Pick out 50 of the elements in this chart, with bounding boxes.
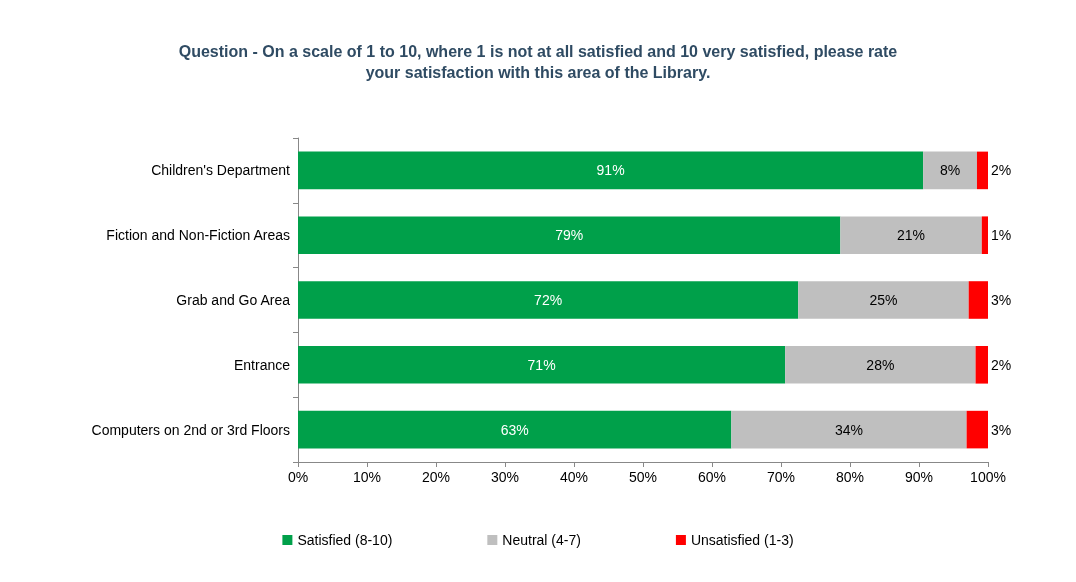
x-tick-label: 50%	[628, 469, 658, 485]
y-tick-label: Grab and Go Area	[176, 292, 291, 308]
data-label: 34%	[834, 421, 863, 438]
x-tick-label: 100%	[970, 469, 1006, 485]
bar	[981, 216, 988, 254]
x-tick-label: 20%	[421, 469, 451, 485]
bar	[298, 281, 799, 319]
data-label: 91%	[596, 162, 625, 179]
y-tick-label: Computers on 2nd or 3rd Floors	[91, 421, 290, 438]
y-tick-label: Children's Department	[151, 162, 291, 179]
x-tick-label: 0%	[287, 469, 309, 485]
bar	[731, 410, 967, 449]
x-tick-label: 70%	[766, 469, 796, 485]
data-label: 1%	[991, 227, 1012, 244]
bar	[975, 346, 988, 384]
x-tick-label: 30%	[490, 469, 520, 485]
bar	[966, 410, 988, 449]
data-label: 2%	[991, 162, 1012, 179]
legend-label: Satisfied (8-10)	[297, 532, 393, 548]
data-label: 72%	[534, 292, 563, 308]
legend-label: Unsatisfied (1-3)	[690, 532, 794, 548]
data-label: 3%	[991, 421, 1012, 438]
y-tick-label: Entrance	[233, 356, 291, 373]
x-tick-label: 40%	[559, 469, 589, 485]
bar	[968, 281, 988, 319]
bar	[785, 346, 976, 384]
data-label: 8%	[939, 162, 961, 179]
x-tick-label: 60%	[697, 469, 727, 485]
x-tick-label: 10%	[352, 469, 382, 485]
data-label: 71%	[527, 356, 556, 373]
data-label: 28%	[866, 356, 895, 373]
data-label: 2%	[991, 356, 1012, 373]
bar	[976, 151, 988, 190]
data-label: 21%	[897, 227, 926, 244]
x-tick-label: 90%	[904, 469, 934, 485]
chart-title: Question - On a scale of 1 to 10, where 1 is not at all satisfied and 10 very satisfied, please rate your satisfaction with this area of the Library.	[178, 43, 898, 81]
bar	[298, 410, 732, 449]
bar	[298, 216, 841, 254]
bar	[923, 151, 977, 190]
data-label: 3%	[991, 292, 1012, 308]
legend-label: Neutral (4-7)	[502, 532, 581, 548]
bar	[840, 216, 982, 254]
bar	[298, 151, 924, 190]
data-label: 79%	[555, 227, 584, 244]
data-label: 63%	[500, 421, 529, 438]
bar	[798, 281, 969, 319]
data-label: 25%	[869, 292, 898, 308]
bar	[298, 346, 786, 384]
x-tick-label: 80%	[835, 469, 865, 485]
y-tick-label: Fiction and Non-Fiction Areas	[106, 227, 290, 244]
